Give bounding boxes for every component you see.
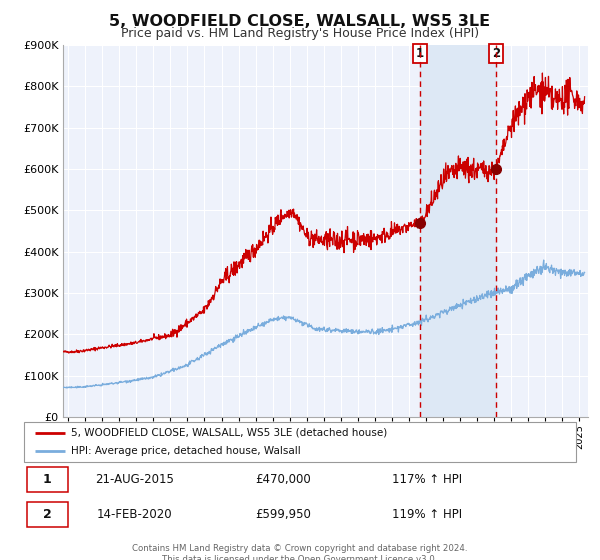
Text: Contains HM Land Registry data © Crown copyright and database right 2024.
This d: Contains HM Land Registry data © Crown c…: [132, 544, 468, 560]
Text: 2: 2: [492, 46, 500, 60]
FancyBboxPatch shape: [24, 422, 576, 462]
Bar: [420, 45, 496, 417]
Text: Price paid vs. HM Land Registry's House Price Index (HPI): Price paid vs. HM Land Registry's House …: [121, 27, 479, 40]
Text: 1: 1: [416, 46, 424, 60]
FancyBboxPatch shape: [27, 502, 68, 526]
Text: £470,000: £470,000: [256, 473, 311, 486]
Text: HPI: Average price, detached house, Walsall: HPI: Average price, detached house, Wals…: [71, 446, 301, 456]
Text: 14-FEB-2020: 14-FEB-2020: [97, 508, 172, 521]
FancyBboxPatch shape: [27, 468, 68, 492]
Text: 21-AUG-2015: 21-AUG-2015: [95, 473, 174, 486]
Text: 117% ↑ HPI: 117% ↑ HPI: [392, 473, 462, 486]
Text: 5, WOODFIELD CLOSE, WALSALL, WS5 3LE (detached house): 5, WOODFIELD CLOSE, WALSALL, WS5 3LE (de…: [71, 428, 387, 438]
Text: 5, WOODFIELD CLOSE, WALSALL, WS5 3LE: 5, WOODFIELD CLOSE, WALSALL, WS5 3LE: [109, 14, 491, 29]
Text: 2: 2: [43, 508, 52, 521]
Text: £599,950: £599,950: [256, 508, 311, 521]
Text: 1: 1: [43, 473, 52, 486]
Text: 119% ↑ HPI: 119% ↑ HPI: [392, 508, 462, 521]
